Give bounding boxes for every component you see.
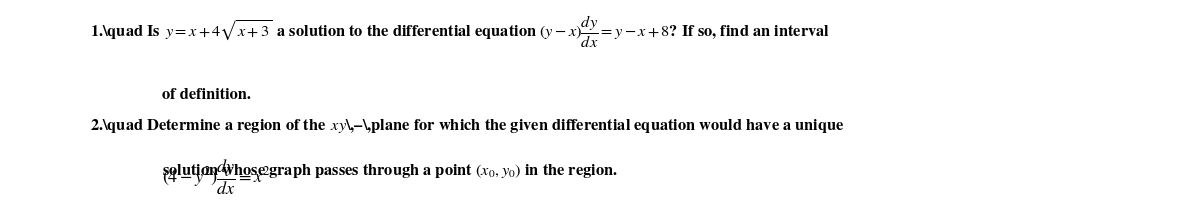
Text: 1.\quad Is $\,y = x + 4\sqrt{x+3}\,$ a solution to the differential equation $(y: 1.\quad Is $\,y = x + 4\sqrt{x+3}\,$ a s… — [90, 14, 830, 50]
Text: $(4-y^2)\dfrac{dy}{dx} = x^2$: $(4-y^2)\dfrac{dy}{dx} = x^2$ — [162, 156, 271, 196]
Text: of definition.: of definition. — [162, 88, 251, 102]
Text: solution whose graph passes through a point $(x_0, y_0)$ in the region.: solution whose graph passes through a po… — [162, 161, 618, 179]
Text: 2.\quad Determine a region of the $\,xy$\,–\,plane for which the given different: 2.\quad Determine a region of the $\,xy$… — [90, 116, 845, 134]
